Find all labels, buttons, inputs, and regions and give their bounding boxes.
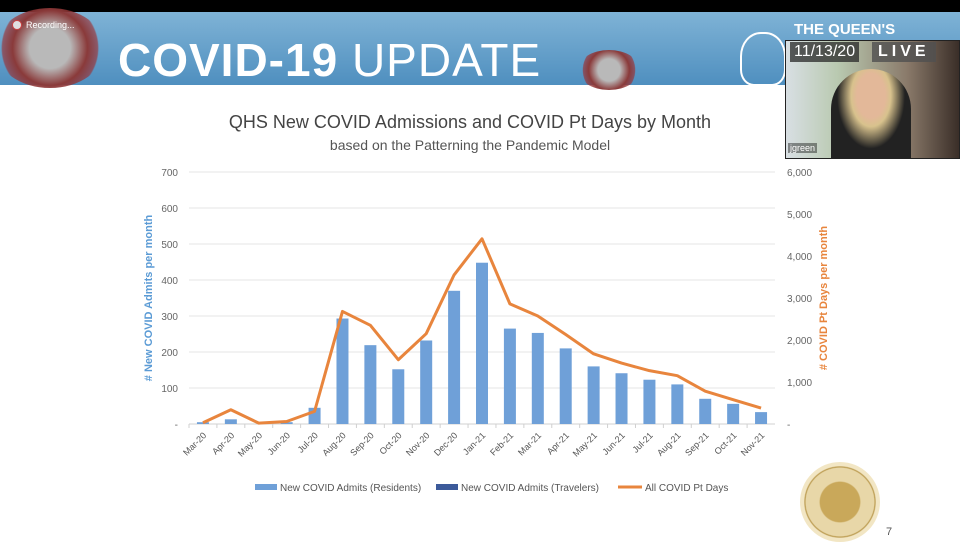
x-tick-label: Dec-20 — [432, 430, 460, 458]
banner-title: COVID-19 UPDATE — [118, 34, 541, 86]
recording-label: Recording... — [26, 20, 75, 30]
participant-image — [831, 69, 911, 158]
bar-residents — [448, 290, 461, 424]
recording-indicator[interactable]: Recording... — [12, 20, 75, 30]
participant-name: jgreen — [788, 143, 818, 153]
x-tick-label: Mar-20 — [181, 430, 208, 457]
x-tick-label: Oct-20 — [378, 430, 404, 456]
x-tick-label: Nov-21 — [739, 430, 767, 458]
date-overlay: 11/13/20 — [790, 42, 860, 62]
bar-residents — [336, 318, 349, 424]
queens-crest-logo — [740, 32, 786, 86]
bar-residents — [420, 340, 433, 424]
line-all-covid-pt-days — [202, 237, 762, 425]
bar-residents — [727, 403, 740, 424]
y2-tick-label: - — [787, 420, 790, 431]
bar-residents — [503, 328, 516, 424]
legend-label: All COVID Pt Days — [645, 483, 728, 494]
org-name: THE QUEEN'S — [794, 21, 896, 38]
bar-residents — [643, 379, 656, 424]
chart-subtitle: based on the Patterning the Pandemic Mod… — [329, 137, 611, 153]
bar-residents — [587, 366, 600, 424]
x-tick-label: Apr-20 — [210, 430, 236, 456]
x-tick-label: Nov-20 — [404, 430, 432, 458]
bar-residents — [699, 398, 712, 424]
x-tick-label: Jun-21 — [600, 430, 627, 457]
bar-residents — [224, 419, 237, 424]
bar-residents — [476, 262, 488, 424]
legend-label: New COVID Admits (Travelers) — [461, 483, 599, 494]
state-of-hawaii-seal — [800, 462, 880, 542]
x-tick-label: Jun-20 — [266, 430, 293, 457]
bar-residents — [196, 422, 209, 424]
legend-label: New COVID Admits (Residents) — [280, 483, 421, 494]
bar-residents — [755, 412, 768, 424]
top-black-bar — [0, 0, 960, 12]
x-tick-label: Feb-21 — [488, 430, 515, 457]
bar-residents — [615, 373, 628, 424]
virus-graphic — [578, 50, 640, 90]
x-tick-label: Apr-21 — [545, 430, 571, 456]
y-tick-label: 100 — [161, 384, 178, 395]
y2-tick-label: 4,000 — [787, 252, 812, 263]
y2-tick-label: 1,000 — [787, 378, 812, 389]
chart-title: QHS New COVID Admissions and COVID Pt Da… — [228, 112, 712, 132]
bar-residents — [671, 384, 684, 424]
page-number: 7 — [886, 526, 893, 538]
x-tick-label: Oct-21 — [712, 430, 738, 456]
y2-tick-label: 5,000 — [787, 210, 812, 221]
legend-swatch — [436, 484, 458, 490]
y-tick-label: - — [175, 420, 178, 431]
bar-residents — [392, 369, 405, 424]
y2-tick-label: 6,000 — [787, 168, 812, 179]
x-tick-label: Sep-20 — [348, 430, 376, 458]
x-tick-label: May-21 — [571, 430, 599, 458]
y-tick-label: 600 — [161, 204, 178, 215]
x-tick-label: Aug-21 — [655, 430, 683, 458]
banner-title-bold: COVID-19 — [118, 34, 339, 86]
x-tick-label: Sep-21 — [683, 430, 711, 458]
recording-icon — [12, 20, 22, 30]
y-tick-label: 300 — [161, 312, 178, 323]
x-tick-label: Jul-21 — [630, 430, 654, 454]
banner-title-light: UPDATE — [351, 34, 542, 86]
y2-tick-label: 2,000 — [787, 336, 812, 347]
x-tick-label: Jul-20 — [296, 430, 320, 454]
legend-swatch — [255, 484, 277, 490]
y2-tick-label: 3,000 — [787, 294, 812, 305]
live-badge: LIVE — [872, 42, 936, 62]
y-tick-label: 700 — [161, 168, 178, 179]
y2-axis-label: # COVID Pt Days per month — [818, 226, 830, 371]
y-tick-label: 500 — [161, 240, 178, 251]
x-tick-label: May-20 — [236, 430, 264, 458]
x-tick-label: Aug-20 — [320, 430, 348, 458]
bar-residents — [559, 348, 572, 424]
bar-residents — [531, 332, 544, 424]
y-axis-label: # New COVID Admits per month — [143, 215, 155, 382]
x-tick-label: Jan-21 — [461, 430, 488, 457]
bar-residents — [308, 407, 321, 424]
x-tick-label: Mar-21 — [516, 430, 543, 457]
y-tick-label: 200 — [161, 348, 178, 359]
y-tick-label: 400 — [161, 276, 178, 287]
bar-residents — [364, 345, 377, 424]
bar-residents — [280, 422, 293, 424]
